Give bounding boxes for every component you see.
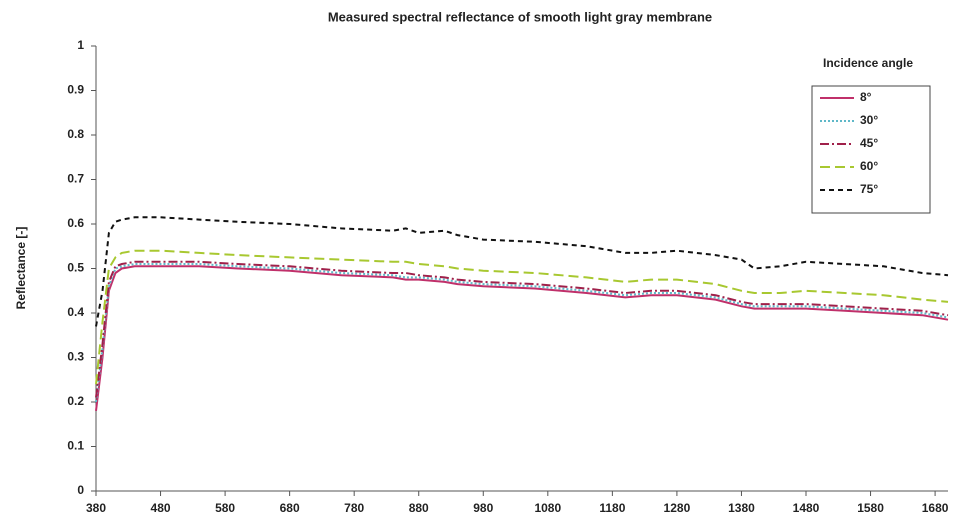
legend-box — [811, 85, 931, 214]
y-axis-label: Reflectance [-] — [14, 227, 28, 310]
x-tick-label: 680 — [280, 501, 300, 515]
x-tick-label: 480 — [151, 501, 171, 515]
y-tick-label: 0.1 — [67, 439, 84, 453]
y-tick-label: 1 — [77, 38, 84, 52]
y-tick-label: 0.4 — [67, 305, 84, 319]
chart-title: Measured spectral reflectance of smooth … — [328, 9, 712, 24]
y-tick-label: 0.7 — [67, 172, 84, 186]
x-tick-label: 1480 — [793, 501, 820, 515]
x-tick-label: 1380 — [728, 501, 755, 515]
legend-label: 30° — [860, 113, 878, 127]
legend-label: 8° — [860, 90, 872, 104]
x-tick-label: 780 — [344, 501, 364, 515]
legend-label: 60° — [860, 159, 878, 173]
x-tick-label: 880 — [409, 501, 429, 515]
y-tick-label: 0.8 — [67, 127, 84, 141]
legend-title: Incidence angle — [823, 56, 913, 70]
x-tick-label: 1280 — [664, 501, 691, 515]
legend-label: 75° — [860, 182, 878, 196]
y-tick-label: 0.6 — [67, 216, 84, 230]
x-tick-label: 380 — [86, 501, 106, 515]
series-line — [95, 263, 949, 403]
x-tick-label: 580 — [215, 501, 235, 515]
y-tick-label: 0 — [77, 483, 84, 497]
y-tick-label: 0.5 — [67, 261, 84, 275]
x-tick-label: 1180 — [599, 501, 625, 515]
x-tick-label: 1680 — [922, 501, 949, 515]
x-tick-label: 1080 — [534, 501, 561, 515]
series-line — [95, 249, 949, 385]
x-tick-label: 1580 — [857, 501, 884, 515]
y-tick-label: 0.9 — [67, 83, 84, 97]
legend-label: 45° — [860, 136, 878, 150]
series-line — [95, 265, 949, 412]
series-line — [95, 260, 949, 398]
series-line — [95, 216, 949, 327]
y-tick-label: 0.2 — [67, 394, 84, 408]
x-tick-label: 980 — [473, 501, 493, 515]
y-tick-label: 0.3 — [67, 350, 84, 364]
